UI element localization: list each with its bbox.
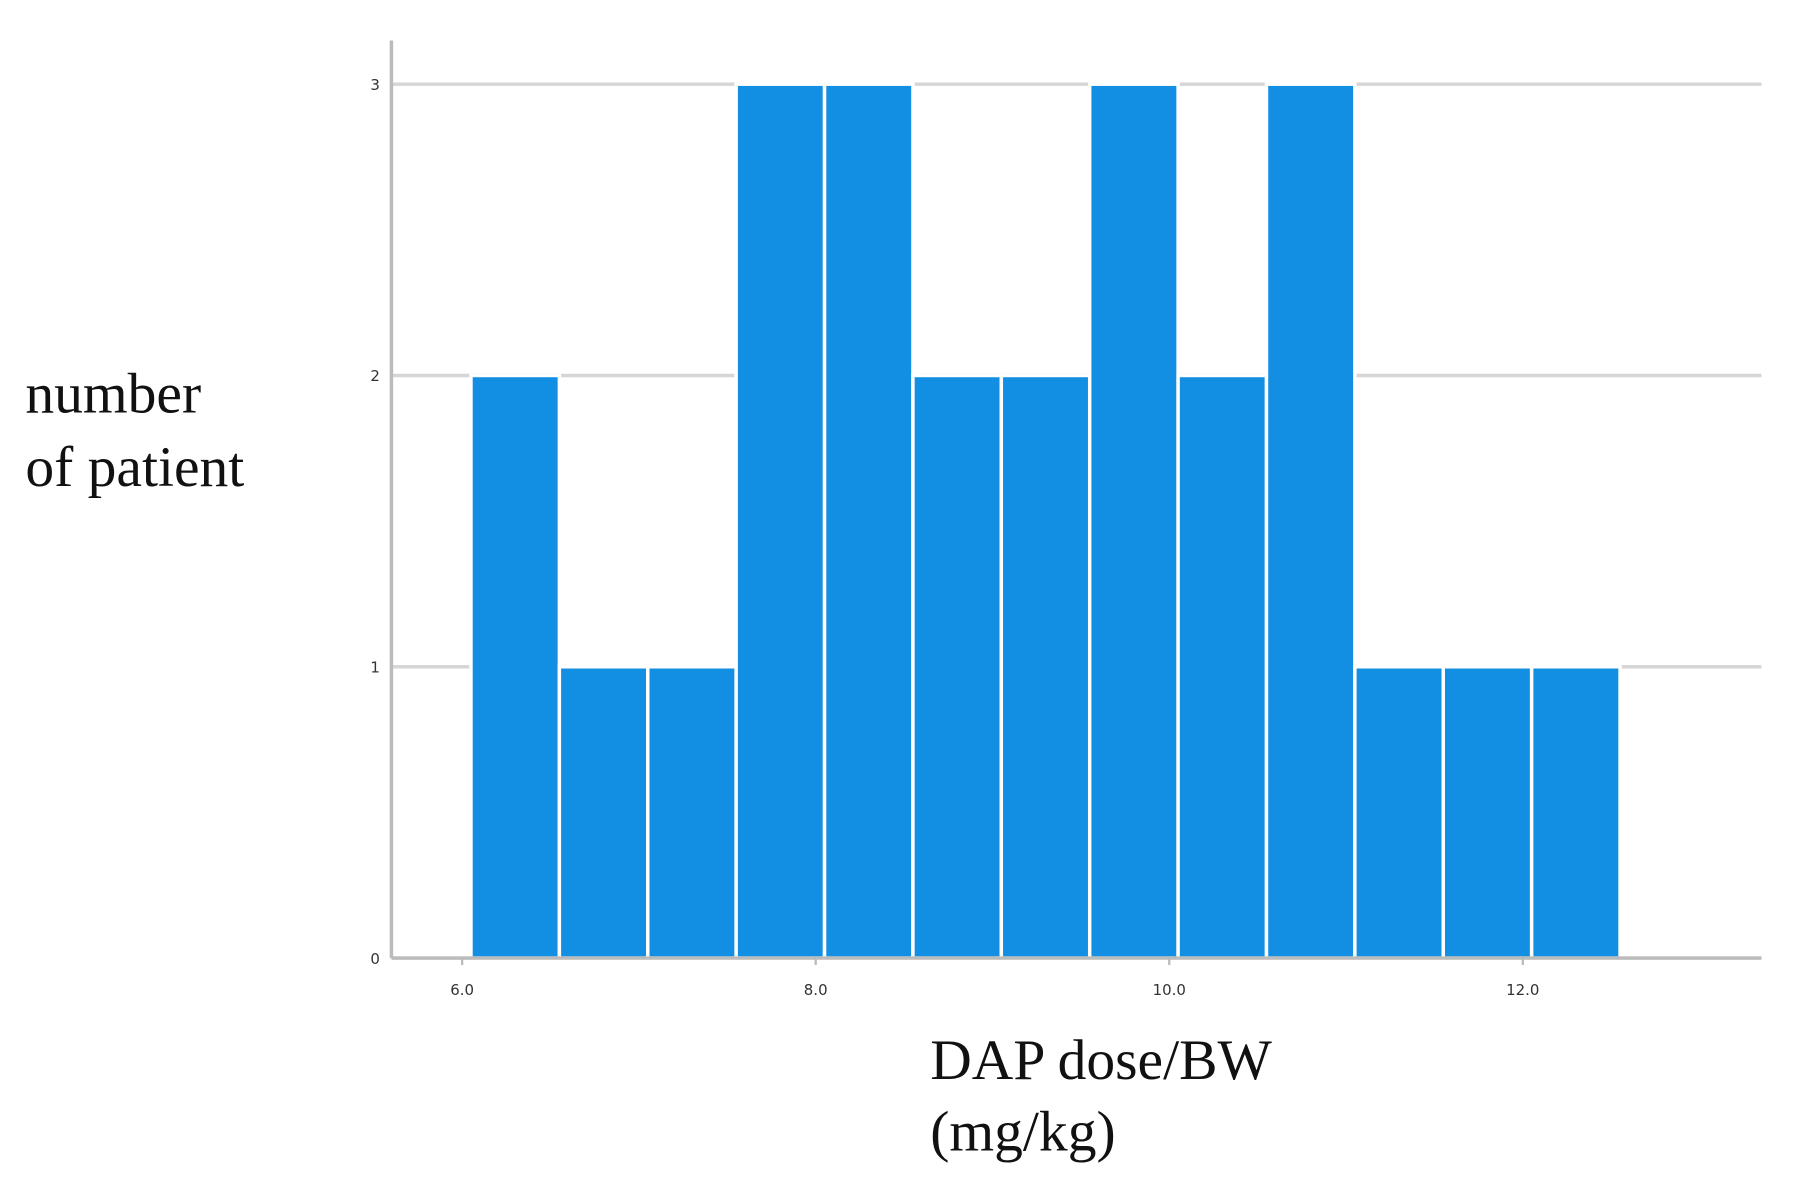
bar bbox=[911, 373, 1004, 960]
bar bbox=[469, 373, 562, 960]
x-axis-label: (mg/kg) bbox=[930, 1100, 1115, 1163]
bar bbox=[1529, 665, 1622, 960]
x-tick-label: 10.0 bbox=[1153, 981, 1186, 999]
y-axis-label: number bbox=[25, 362, 201, 425]
y-tick-label: 3 bbox=[370, 76, 380, 94]
bar bbox=[646, 665, 738, 960]
y-axis-label: of patient bbox=[25, 436, 244, 499]
x-tick-label: 6.0 bbox=[450, 981, 474, 999]
y-tick-label: 0 bbox=[370, 950, 380, 968]
bar bbox=[734, 82, 827, 960]
x-tick-label: 8.0 bbox=[804, 981, 828, 999]
x-axis-label: DAP dose/BW bbox=[930, 1029, 1272, 1092]
bar bbox=[1353, 665, 1445, 960]
bar bbox=[1441, 665, 1534, 960]
bar bbox=[557, 665, 650, 960]
bar bbox=[822, 82, 915, 960]
bar bbox=[1264, 82, 1357, 960]
bar bbox=[1176, 373, 1269, 960]
bar bbox=[1087, 82, 1180, 960]
x-tick-label: 12.0 bbox=[1506, 981, 1539, 999]
y-tick-label: 2 bbox=[370, 367, 380, 385]
y-tick-label: 1 bbox=[370, 659, 380, 677]
bar bbox=[999, 373, 1092, 960]
